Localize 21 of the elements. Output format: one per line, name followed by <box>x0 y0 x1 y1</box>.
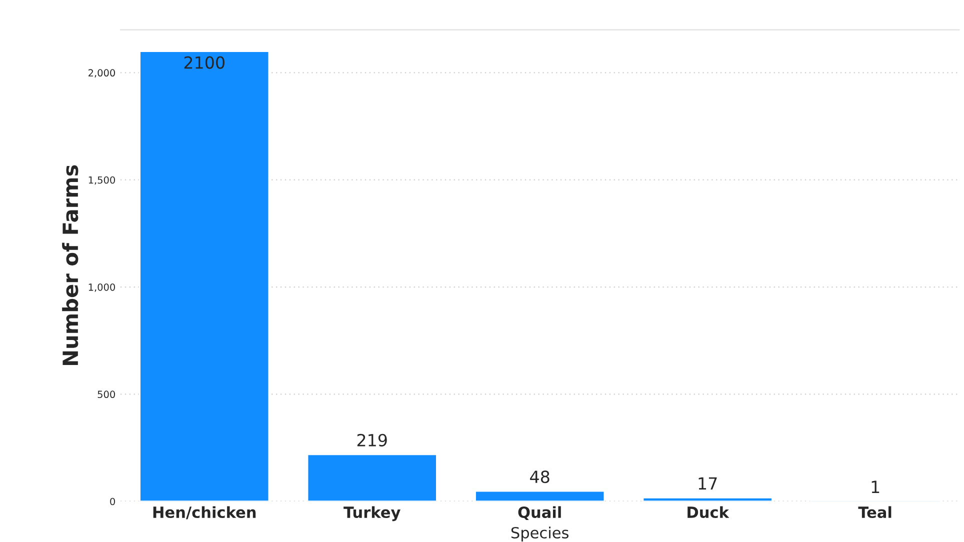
x-tick-label: Duck <box>688 506 730 518</box>
data-label: 48 <box>530 470 550 484</box>
data-label: 219 <box>357 434 387 446</box>
data-label: 2100 <box>184 56 224 69</box>
y-tick-label: 1,500 <box>88 176 115 185</box>
y-axis-title: Number of Farms <box>62 165 78 365</box>
x-axis-title: Species <box>511 526 568 542</box>
bar <box>642 497 773 502</box>
x-tick-label: Hen/chicken <box>153 506 256 520</box>
x-tick-label: Teal <box>858 506 892 518</box>
y-tick-label: 500 <box>98 390 115 398</box>
y-tick-label: 2,000 <box>88 69 115 78</box>
data-label: 1 <box>872 480 880 493</box>
y-tick-label: 1,000 <box>88 283 115 292</box>
y-tick-label: 0 <box>110 498 115 506</box>
bar <box>139 50 270 502</box>
data-label: 17 <box>698 477 717 490</box>
x-tick-label: Turkey <box>344 506 400 522</box>
bar <box>306 454 438 502</box>
bar <box>474 490 606 502</box>
x-tick-label: Quail <box>518 506 561 520</box>
